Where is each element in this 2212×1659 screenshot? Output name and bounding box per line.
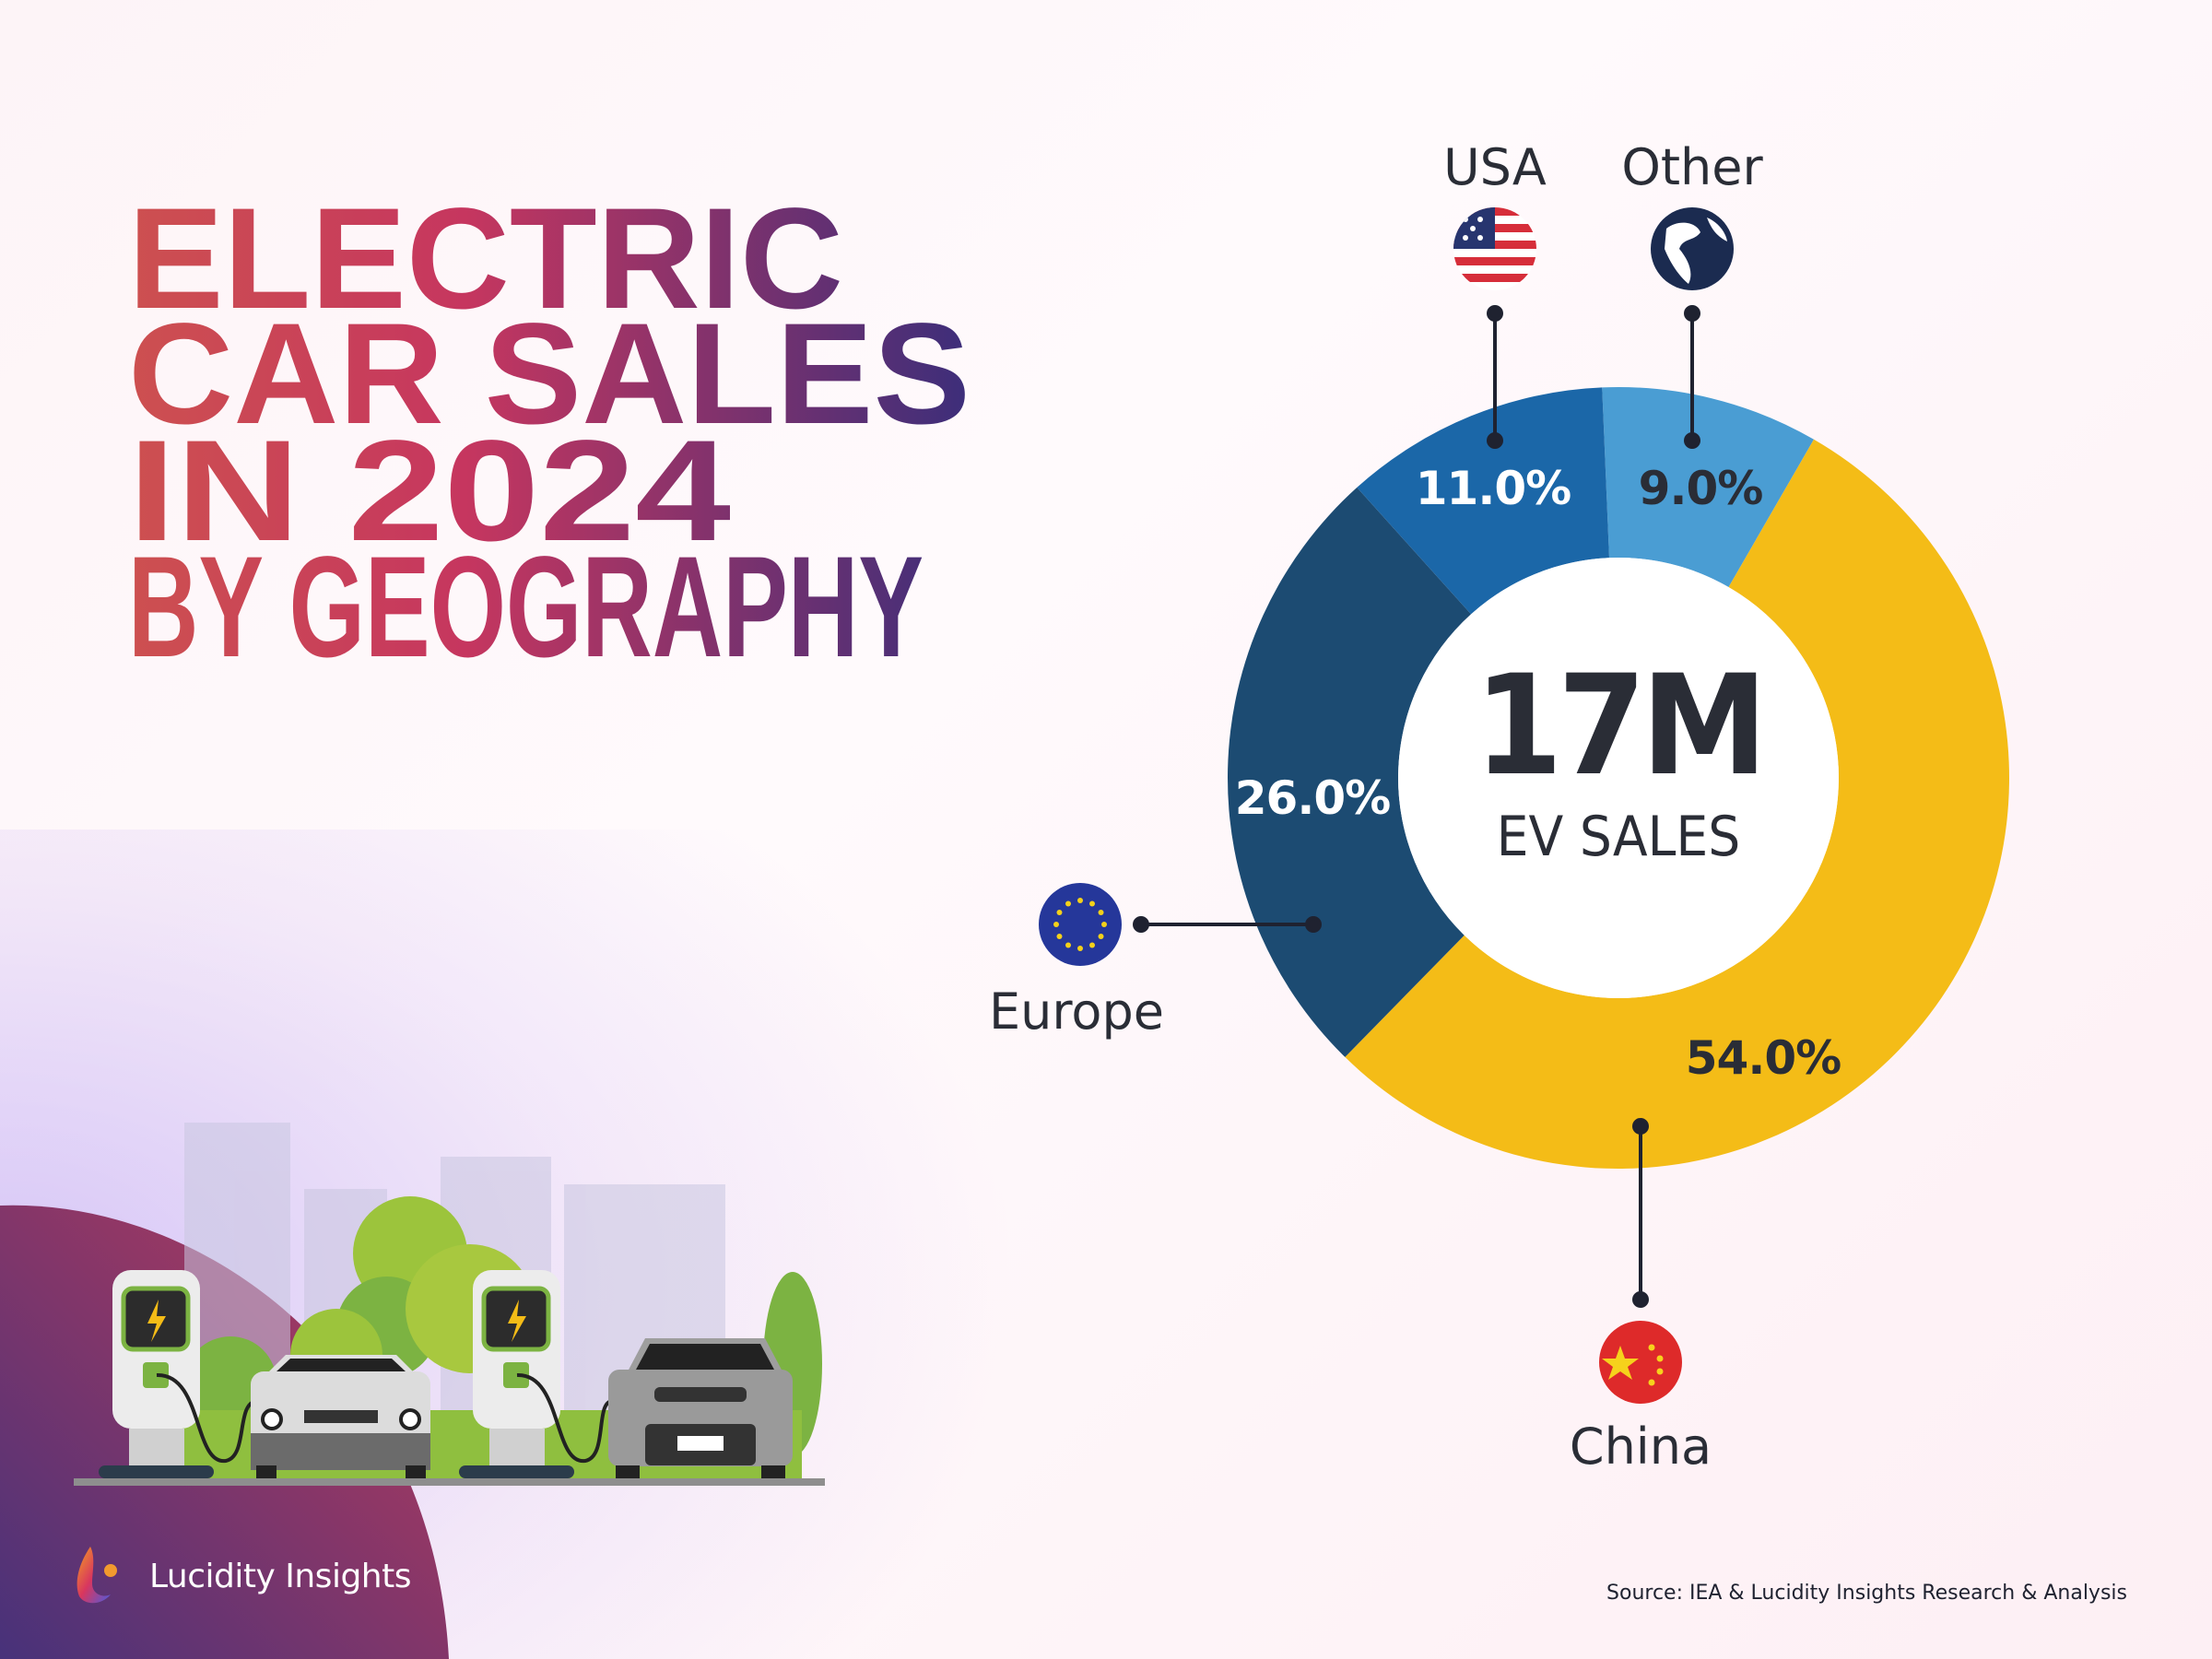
lightning-icon [508, 1300, 526, 1342]
eu-star [1098, 934, 1104, 939]
charging-station-2 [459, 1270, 614, 1478]
lucidity-logo-icon [76, 1547, 117, 1604]
value-label-usa: 11.0% [1415, 462, 1571, 515]
leader-dot [1684, 305, 1700, 322]
category-label-usa: USA [1443, 138, 1547, 196]
china-flag-icon [1599, 1321, 1682, 1404]
eu-star [1056, 934, 1063, 939]
donut-slice-china [1345, 439, 2009, 1169]
eu-star [1056, 910, 1063, 915]
usa-flag-icon [1453, 207, 1536, 290]
eu-star [1089, 900, 1095, 907]
value-label-europe: 26.0% [1234, 771, 1391, 825]
leader-dot [1632, 1118, 1649, 1135]
leader-lines [1133, 305, 1700, 1308]
eu-flag-icon [1039, 883, 1122, 966]
donut-slice-usa [1357, 387, 1609, 615]
donut-slice-europe [1227, 487, 1472, 1057]
category-label-other: Other [1621, 138, 1763, 196]
leader-dot [1632, 1291, 1649, 1308]
title-line-1: ELECTRIC [128, 179, 843, 339]
value-label-china: 54.0% [1685, 1031, 1841, 1085]
leader-dot [1487, 305, 1503, 322]
leader-dot [1487, 432, 1503, 449]
car-2 [608, 1338, 793, 1480]
leader-dot [1305, 916, 1322, 933]
eu-star [1077, 946, 1083, 951]
car-1 [251, 1355, 430, 1480]
category-label-china: China [1569, 1418, 1712, 1476]
brand-name: Lucidity Insights [149, 1558, 411, 1595]
eu-star [1089, 942, 1095, 948]
ground-line [74, 1478, 825, 1486]
value-label-other: 9.0% [1638, 462, 1764, 515]
title-line-4: BY GEOGRAPHY [128, 527, 924, 688]
center-value: 17M [1474, 646, 1768, 806]
eu-star [1077, 898, 1083, 903]
title-line-3: IN 2024 [128, 411, 731, 571]
eu-star [1098, 910, 1104, 915]
leader-dot [1684, 432, 1700, 449]
eu-star [1053, 922, 1059, 927]
leader-dot [1133, 916, 1149, 933]
eu-star [1065, 900, 1071, 907]
title-line-2: CAR SALES [128, 294, 971, 454]
center-label: EV SALES [1496, 805, 1741, 869]
charging-station-1 [99, 1270, 259, 1478]
donut-hole [1398, 558, 1839, 998]
source-note: Source: IEA & Lucidity Insights Research… [1606, 1582, 2127, 1605]
eu-star [1101, 922, 1107, 927]
lightning-icon [147, 1300, 166, 1342]
eu-star [1065, 942, 1071, 948]
category-label-europe: Europe [989, 982, 1164, 1041]
donut-slice-other [1602, 386, 1814, 588]
globe-icon [1651, 207, 1734, 290]
